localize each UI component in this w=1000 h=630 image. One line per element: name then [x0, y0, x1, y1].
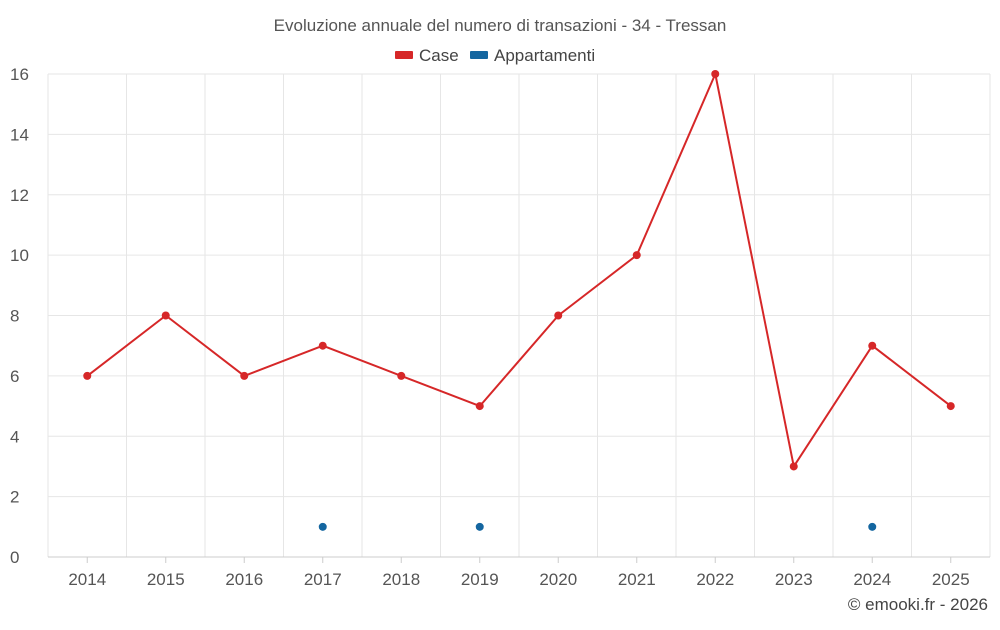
x-tick-label: 2019 [461, 570, 499, 589]
y-tick-label: 8 [10, 307, 19, 326]
chart-title: Evoluzione annuale del numero di transaz… [274, 16, 727, 35]
legend: Case Appartamenti [395, 46, 595, 65]
x-tick-label: 2024 [853, 570, 891, 589]
x-tick-label: 2025 [932, 570, 970, 589]
y-tick-label: 14 [10, 125, 29, 144]
data-point-appartamenti[interactable] [475, 522, 484, 531]
legend-label-appartamenti: Appartamenti [494, 46, 595, 65]
x-tick-label: 2017 [304, 570, 342, 589]
data-point-case[interactable] [475, 402, 484, 411]
data-point-case[interactable] [83, 371, 92, 380]
legend-swatch-appartamenti [470, 51, 488, 59]
y-tick-label: 6 [10, 367, 19, 386]
x-axis-ticks: 2014 2015 2016 2017 2018 2019 2020 2021 2022 2023… [68, 557, 970, 589]
y-tick-label: 0 [10, 548, 19, 567]
y-tick-label: 12 [10, 186, 29, 205]
y-tick-label: 2 [10, 488, 19, 507]
data-point-case[interactable] [554, 311, 563, 320]
x-tick-label: 2018 [382, 570, 420, 589]
data-point-case[interactable] [711, 70, 720, 78]
x-tick-label: 2022 [696, 570, 734, 589]
x-tick-label: 2014 [68, 570, 106, 589]
data-point-case[interactable] [946, 402, 955, 411]
legend-label-case: Case [419, 46, 459, 65]
credit-text: © emooki.fr - 2026 [848, 595, 988, 614]
data-point-appartamenti[interactable] [318, 522, 327, 531]
y-tick-label: 4 [10, 427, 19, 446]
y-axis-ticks: 0 2 4 6 8 10 12 14 16 [10, 65, 29, 567]
legend-swatch-case [395, 51, 413, 59]
x-tick-label: 2021 [618, 570, 656, 589]
x-tick-label: 2020 [539, 570, 577, 589]
x-gridlines [47, 74, 991, 557]
data-point-appartamenti[interactable] [868, 522, 877, 531]
data-point-case[interactable] [318, 341, 327, 350]
series-layer [83, 70, 955, 531]
y-tick-label: 10 [10, 246, 29, 265]
data-point-case[interactable] [240, 371, 249, 380]
legend-item-appartamenti[interactable]: Appartamenti [470, 46, 595, 65]
data-point-case[interactable] [161, 311, 170, 320]
data-point-case[interactable] [868, 341, 877, 350]
x-tick-label: 2023 [775, 570, 813, 589]
data-point-case[interactable] [397, 371, 406, 380]
data-point-case[interactable] [632, 251, 641, 260]
x-tick-label: 2015 [147, 570, 185, 589]
y-tick-label: 16 [10, 65, 29, 84]
data-point-case[interactable] [789, 462, 798, 471]
x-tick-label: 2016 [225, 570, 263, 589]
legend-item-case[interactable]: Case [395, 46, 459, 65]
series-line-case [86, 73, 952, 468]
